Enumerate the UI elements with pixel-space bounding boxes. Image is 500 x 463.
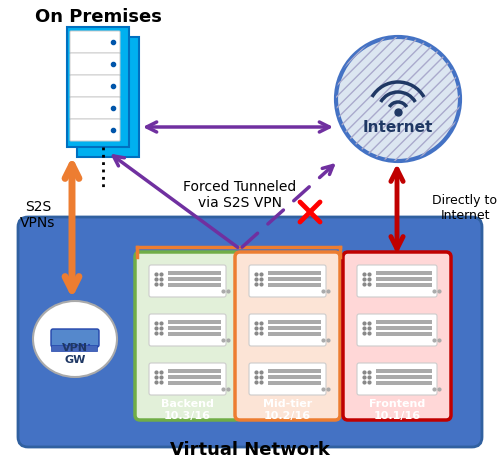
FancyBboxPatch shape bbox=[168, 332, 221, 336]
FancyBboxPatch shape bbox=[376, 369, 432, 373]
FancyBboxPatch shape bbox=[168, 326, 221, 330]
FancyBboxPatch shape bbox=[135, 252, 240, 420]
FancyBboxPatch shape bbox=[376, 332, 432, 336]
FancyBboxPatch shape bbox=[249, 265, 326, 297]
FancyBboxPatch shape bbox=[168, 381, 221, 385]
FancyBboxPatch shape bbox=[249, 314, 326, 346]
FancyBboxPatch shape bbox=[268, 277, 321, 282]
Text: Virtual Network: Virtual Network bbox=[170, 440, 330, 458]
FancyBboxPatch shape bbox=[268, 332, 321, 336]
FancyBboxPatch shape bbox=[70, 54, 120, 76]
FancyBboxPatch shape bbox=[149, 363, 226, 395]
FancyBboxPatch shape bbox=[268, 320, 321, 324]
FancyBboxPatch shape bbox=[51, 345, 97, 351]
FancyBboxPatch shape bbox=[376, 326, 432, 330]
Text: Internet: Internet bbox=[363, 120, 433, 135]
FancyBboxPatch shape bbox=[357, 265, 437, 297]
FancyBboxPatch shape bbox=[18, 218, 482, 447]
Text: VPN
GW: VPN GW bbox=[62, 343, 88, 364]
FancyBboxPatch shape bbox=[235, 252, 340, 420]
FancyBboxPatch shape bbox=[376, 283, 432, 288]
FancyBboxPatch shape bbox=[51, 329, 99, 347]
FancyBboxPatch shape bbox=[168, 277, 221, 282]
FancyBboxPatch shape bbox=[168, 369, 221, 373]
FancyBboxPatch shape bbox=[168, 283, 221, 288]
FancyBboxPatch shape bbox=[70, 98, 120, 120]
FancyBboxPatch shape bbox=[376, 381, 432, 385]
Text: Backend
10.3/16: Backend 10.3/16 bbox=[161, 398, 214, 420]
FancyBboxPatch shape bbox=[149, 265, 226, 297]
FancyBboxPatch shape bbox=[70, 32, 120, 54]
Ellipse shape bbox=[33, 301, 117, 377]
Text: Frontend
10.1/16: Frontend 10.1/16 bbox=[369, 398, 425, 420]
Text: Directly to
Internet: Directly to Internet bbox=[432, 194, 498, 221]
Text: Mid-tier
10.2/16: Mid-tier 10.2/16 bbox=[263, 398, 312, 420]
FancyBboxPatch shape bbox=[77, 38, 139, 158]
FancyBboxPatch shape bbox=[70, 76, 120, 98]
FancyBboxPatch shape bbox=[376, 375, 432, 379]
FancyBboxPatch shape bbox=[168, 375, 221, 379]
FancyBboxPatch shape bbox=[268, 369, 321, 373]
Circle shape bbox=[336, 38, 460, 162]
FancyBboxPatch shape bbox=[168, 271, 221, 275]
Text: Forced Tunneled
via S2S VPN: Forced Tunneled via S2S VPN bbox=[184, 180, 296, 210]
FancyBboxPatch shape bbox=[376, 277, 432, 282]
FancyBboxPatch shape bbox=[357, 314, 437, 346]
Text: On Premises: On Premises bbox=[34, 8, 162, 26]
FancyBboxPatch shape bbox=[343, 252, 451, 420]
FancyBboxPatch shape bbox=[67, 28, 129, 148]
FancyBboxPatch shape bbox=[70, 120, 120, 142]
Text: S2S
VPNs: S2S VPNs bbox=[20, 200, 56, 230]
FancyBboxPatch shape bbox=[249, 363, 326, 395]
FancyBboxPatch shape bbox=[268, 271, 321, 275]
FancyBboxPatch shape bbox=[149, 314, 226, 346]
FancyBboxPatch shape bbox=[268, 381, 321, 385]
FancyBboxPatch shape bbox=[376, 271, 432, 275]
FancyBboxPatch shape bbox=[357, 363, 437, 395]
FancyBboxPatch shape bbox=[376, 320, 432, 324]
FancyBboxPatch shape bbox=[168, 320, 221, 324]
FancyBboxPatch shape bbox=[268, 326, 321, 330]
FancyBboxPatch shape bbox=[268, 375, 321, 379]
FancyBboxPatch shape bbox=[268, 283, 321, 288]
